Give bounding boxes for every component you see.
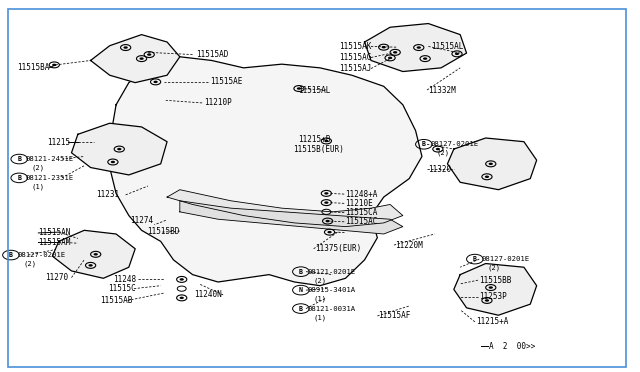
- Text: 11375(EUR): 11375(EUR): [315, 244, 361, 253]
- Circle shape: [488, 163, 493, 165]
- Circle shape: [324, 140, 328, 142]
- Polygon shape: [365, 23, 467, 71]
- Polygon shape: [454, 263, 537, 315]
- Text: (2): (2): [24, 260, 37, 267]
- Text: B: B: [299, 305, 303, 312]
- Circle shape: [154, 81, 157, 83]
- Text: (1): (1): [314, 314, 327, 321]
- Circle shape: [147, 53, 152, 56]
- Text: 11515AN: 11515AN: [38, 228, 71, 237]
- Circle shape: [485, 299, 489, 302]
- Text: 08121-2451E: 08121-2451E: [26, 156, 74, 162]
- Text: 11210P: 11210P: [204, 99, 232, 108]
- Text: 08121-0201E: 08121-0201E: [307, 269, 355, 275]
- Polygon shape: [91, 35, 180, 83]
- Text: 11215+A: 11215+A: [476, 317, 509, 326]
- Circle shape: [297, 87, 301, 90]
- Text: 11515AB: 11515AB: [100, 296, 132, 305]
- Text: B: B: [17, 175, 21, 181]
- Circle shape: [417, 46, 421, 49]
- Text: 08915-3401A: 08915-3401A: [307, 287, 355, 293]
- Text: 11515BA: 11515BA: [17, 63, 50, 72]
- Circle shape: [180, 296, 184, 299]
- Text: 11515AJ: 11515AJ: [339, 64, 371, 73]
- Circle shape: [52, 64, 56, 66]
- Text: 11248: 11248: [113, 275, 136, 283]
- Circle shape: [140, 57, 144, 60]
- Text: (1): (1): [314, 296, 327, 302]
- Text: (2): (2): [488, 265, 500, 271]
- Text: (2): (2): [32, 164, 45, 171]
- Circle shape: [328, 231, 332, 233]
- Circle shape: [488, 286, 493, 289]
- Text: 11515AL: 11515AL: [431, 42, 464, 51]
- Circle shape: [88, 264, 93, 267]
- Text: 08127-0201E: 08127-0201E: [430, 141, 478, 147]
- Text: 11515B(EUR): 11515B(EUR): [293, 145, 344, 154]
- Text: B: B: [17, 156, 21, 162]
- Text: 08121-0031A: 08121-0031A: [307, 305, 355, 312]
- Text: B: B: [9, 252, 13, 258]
- Text: 08127-0201E: 08127-0201E: [481, 256, 529, 262]
- Text: 11215+B: 11215+B: [298, 135, 330, 144]
- Text: 11515AG: 11515AG: [339, 53, 371, 62]
- Text: 11515CA: 11515CA: [346, 208, 378, 217]
- Text: 11220M: 11220M: [395, 241, 423, 250]
- Circle shape: [180, 278, 184, 280]
- Text: B: B: [473, 256, 477, 262]
- Text: N: N: [299, 287, 303, 293]
- Text: 11332M: 11332M: [428, 86, 456, 94]
- Circle shape: [436, 148, 440, 150]
- Circle shape: [124, 46, 128, 49]
- Text: 11240N: 11240N: [194, 291, 221, 299]
- Text: (2): (2): [436, 150, 450, 156]
- Text: 08121-2351E: 08121-2351E: [26, 175, 74, 181]
- Text: B: B: [299, 269, 303, 275]
- Text: A  2  00>>: A 2 00>>: [489, 342, 535, 351]
- Text: 11270: 11270: [45, 273, 68, 282]
- Circle shape: [324, 201, 328, 204]
- Polygon shape: [167, 190, 403, 227]
- Text: 11515AM: 11515AM: [38, 238, 71, 247]
- Text: 11515AK: 11515AK: [339, 42, 371, 51]
- Text: (1): (1): [32, 183, 45, 190]
- Text: 11515AE: 11515AE: [211, 77, 243, 86]
- Text: 11515BD: 11515BD: [147, 227, 179, 235]
- Text: 11320: 11320: [428, 165, 451, 174]
- Circle shape: [393, 51, 397, 54]
- Polygon shape: [52, 230, 135, 278]
- Circle shape: [485, 176, 489, 178]
- Circle shape: [117, 148, 122, 150]
- Text: 11515AD: 11515AD: [196, 51, 228, 60]
- Text: 11515BB: 11515BB: [479, 276, 512, 285]
- Polygon shape: [180, 201, 403, 234]
- Polygon shape: [447, 138, 537, 190]
- Circle shape: [111, 161, 115, 163]
- Circle shape: [326, 220, 330, 222]
- Text: 11253P: 11253P: [479, 292, 507, 301]
- Text: 11248+A: 11248+A: [346, 190, 378, 199]
- Text: 11231: 11231: [96, 190, 119, 199]
- Circle shape: [381, 46, 386, 48]
- Text: 11515C: 11515C: [108, 284, 136, 293]
- Circle shape: [324, 192, 328, 195]
- Polygon shape: [109, 57, 422, 286]
- Text: 11515AF: 11515AF: [379, 311, 411, 320]
- Text: 11515AC: 11515AC: [346, 217, 378, 226]
- Text: B: B: [422, 141, 426, 147]
- Circle shape: [388, 57, 392, 59]
- Circle shape: [455, 52, 459, 55]
- Text: 08127-0201E: 08127-0201E: [17, 252, 65, 258]
- Text: 11274: 11274: [130, 216, 153, 225]
- Text: 11210E: 11210E: [346, 199, 373, 208]
- Text: 11215: 11215: [47, 138, 70, 147]
- Polygon shape: [72, 123, 167, 175]
- Circle shape: [423, 57, 428, 60]
- Text: 11515AL: 11515AL: [298, 86, 331, 94]
- Text: (2): (2): [314, 277, 327, 284]
- Circle shape: [93, 253, 98, 256]
